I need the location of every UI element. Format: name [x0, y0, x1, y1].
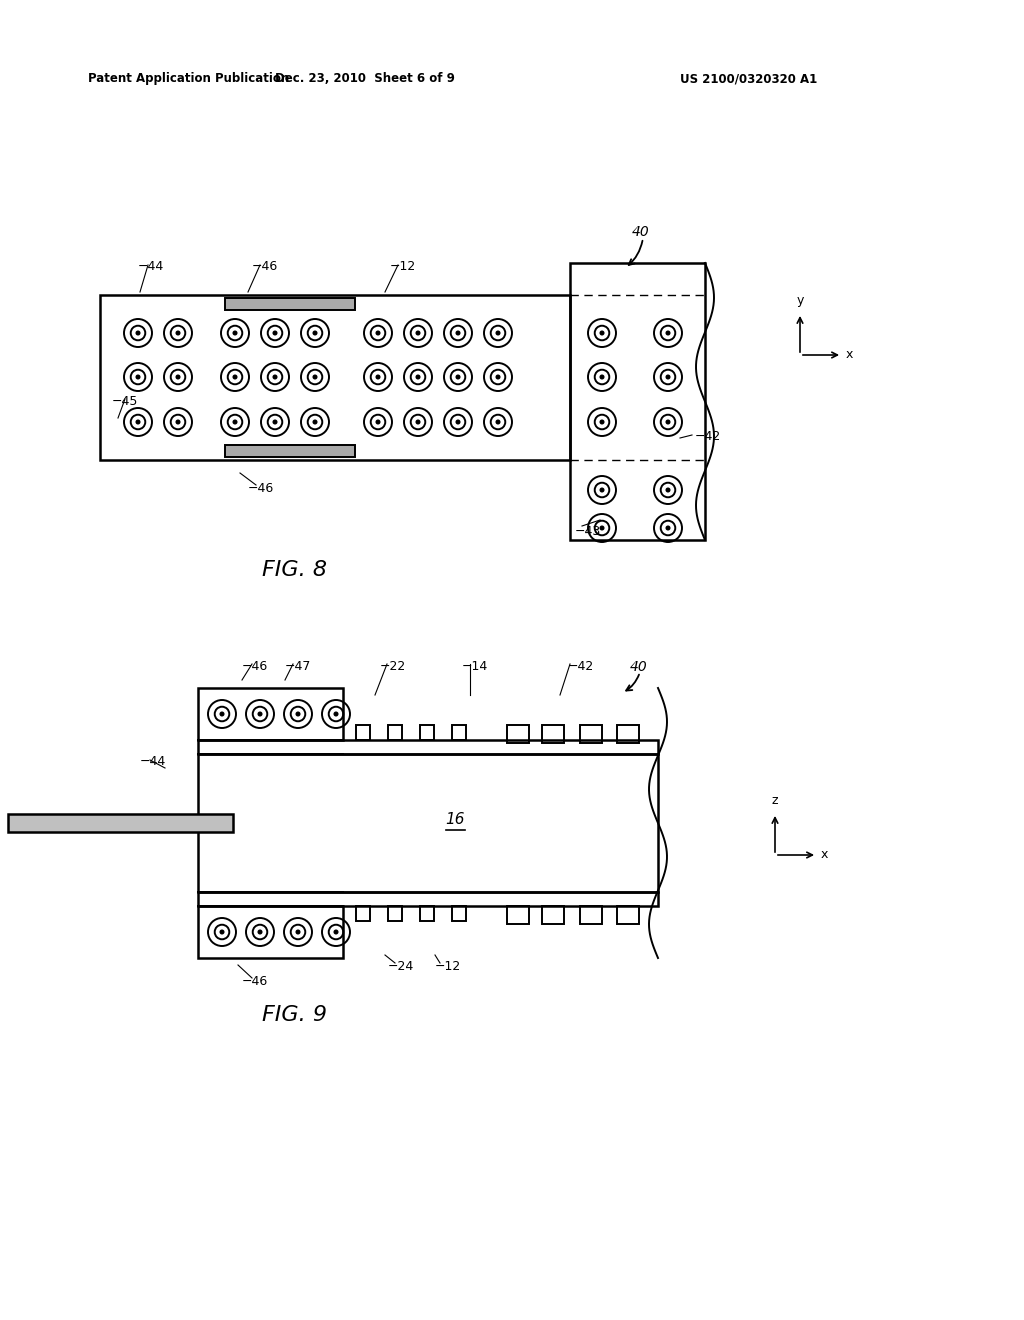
Circle shape — [136, 331, 140, 335]
Text: −44: −44 — [138, 260, 164, 273]
Bar — [452, 906, 466, 921]
Bar — [388, 906, 402, 921]
Bar — [198, 892, 658, 906]
Circle shape — [667, 420, 670, 424]
Circle shape — [376, 331, 380, 335]
Bar — [388, 725, 402, 741]
Circle shape — [667, 331, 670, 335]
Text: Patent Application Publication: Patent Application Publication — [88, 73, 289, 84]
Text: −12: −12 — [390, 260, 416, 273]
Bar — [356, 725, 370, 741]
Text: US 2100/0320320 A1: US 2100/0320320 A1 — [680, 73, 817, 84]
Circle shape — [416, 420, 420, 424]
Circle shape — [667, 527, 670, 529]
Text: −24: −24 — [388, 960, 415, 973]
Bar — [452, 725, 466, 741]
Circle shape — [273, 420, 276, 424]
Circle shape — [233, 375, 237, 379]
Circle shape — [600, 420, 604, 424]
Bar — [507, 725, 529, 743]
Text: 40: 40 — [632, 224, 650, 239]
Text: 40: 40 — [630, 660, 648, 675]
Bar — [8, 814, 233, 832]
Circle shape — [313, 375, 316, 379]
Bar — [542, 725, 564, 743]
Text: −46: −46 — [248, 482, 274, 495]
Text: −42: −42 — [568, 660, 594, 673]
Circle shape — [176, 420, 180, 424]
Circle shape — [334, 713, 338, 715]
Text: FIG. 8: FIG. 8 — [262, 560, 328, 579]
Circle shape — [176, 331, 180, 335]
Circle shape — [258, 713, 262, 715]
Bar — [617, 725, 639, 743]
Text: x: x — [821, 849, 828, 862]
Bar — [100, 294, 570, 459]
Circle shape — [273, 375, 276, 379]
Circle shape — [296, 713, 300, 715]
Circle shape — [136, 375, 140, 379]
Bar — [225, 445, 355, 457]
Text: −43: −43 — [575, 525, 601, 539]
Circle shape — [667, 375, 670, 379]
Circle shape — [313, 331, 316, 335]
Bar — [580, 725, 602, 743]
Circle shape — [258, 931, 262, 933]
Circle shape — [667, 488, 670, 492]
Circle shape — [416, 331, 420, 335]
Text: −14: −14 — [462, 660, 488, 673]
Bar — [198, 741, 658, 754]
Circle shape — [376, 420, 380, 424]
Circle shape — [600, 331, 604, 335]
Text: −46: −46 — [252, 260, 279, 273]
Text: FIG. 9: FIG. 9 — [262, 1005, 328, 1026]
Circle shape — [376, 375, 380, 379]
Circle shape — [497, 375, 500, 379]
Bar — [198, 688, 343, 741]
Bar — [570, 263, 705, 540]
Circle shape — [220, 713, 224, 715]
Text: −46: −46 — [242, 975, 268, 987]
Circle shape — [600, 375, 604, 379]
Text: Dec. 23, 2010  Sheet 6 of 9: Dec. 23, 2010 Sheet 6 of 9 — [275, 73, 455, 84]
Bar — [580, 906, 602, 924]
Circle shape — [600, 488, 604, 492]
Circle shape — [497, 420, 500, 424]
Text: −46: −46 — [242, 660, 268, 673]
Text: 16: 16 — [445, 813, 465, 828]
Circle shape — [456, 375, 460, 379]
Text: z: z — [772, 795, 778, 807]
Bar — [198, 906, 343, 958]
Text: −12: −12 — [435, 960, 461, 973]
Circle shape — [220, 931, 224, 933]
Bar — [420, 725, 434, 741]
Text: −42: −42 — [695, 430, 721, 444]
Circle shape — [296, 931, 300, 933]
Text: −45: −45 — [112, 395, 138, 408]
Circle shape — [273, 331, 276, 335]
Bar — [356, 906, 370, 921]
Circle shape — [313, 420, 316, 424]
Bar — [198, 754, 658, 892]
Bar — [225, 298, 355, 310]
Circle shape — [600, 527, 604, 529]
Text: −22: −22 — [380, 660, 407, 673]
Circle shape — [416, 375, 420, 379]
Circle shape — [176, 375, 180, 379]
Bar — [420, 906, 434, 921]
Text: y: y — [797, 294, 804, 308]
Circle shape — [233, 420, 237, 424]
Circle shape — [233, 331, 237, 335]
Circle shape — [456, 331, 460, 335]
Bar — [542, 906, 564, 924]
Text: −47: −47 — [285, 660, 311, 673]
Circle shape — [334, 931, 338, 933]
Circle shape — [136, 420, 140, 424]
Text: −44: −44 — [140, 755, 166, 768]
Text: x: x — [846, 348, 853, 362]
Bar — [617, 906, 639, 924]
Circle shape — [497, 331, 500, 335]
Circle shape — [456, 420, 460, 424]
Bar — [507, 906, 529, 924]
